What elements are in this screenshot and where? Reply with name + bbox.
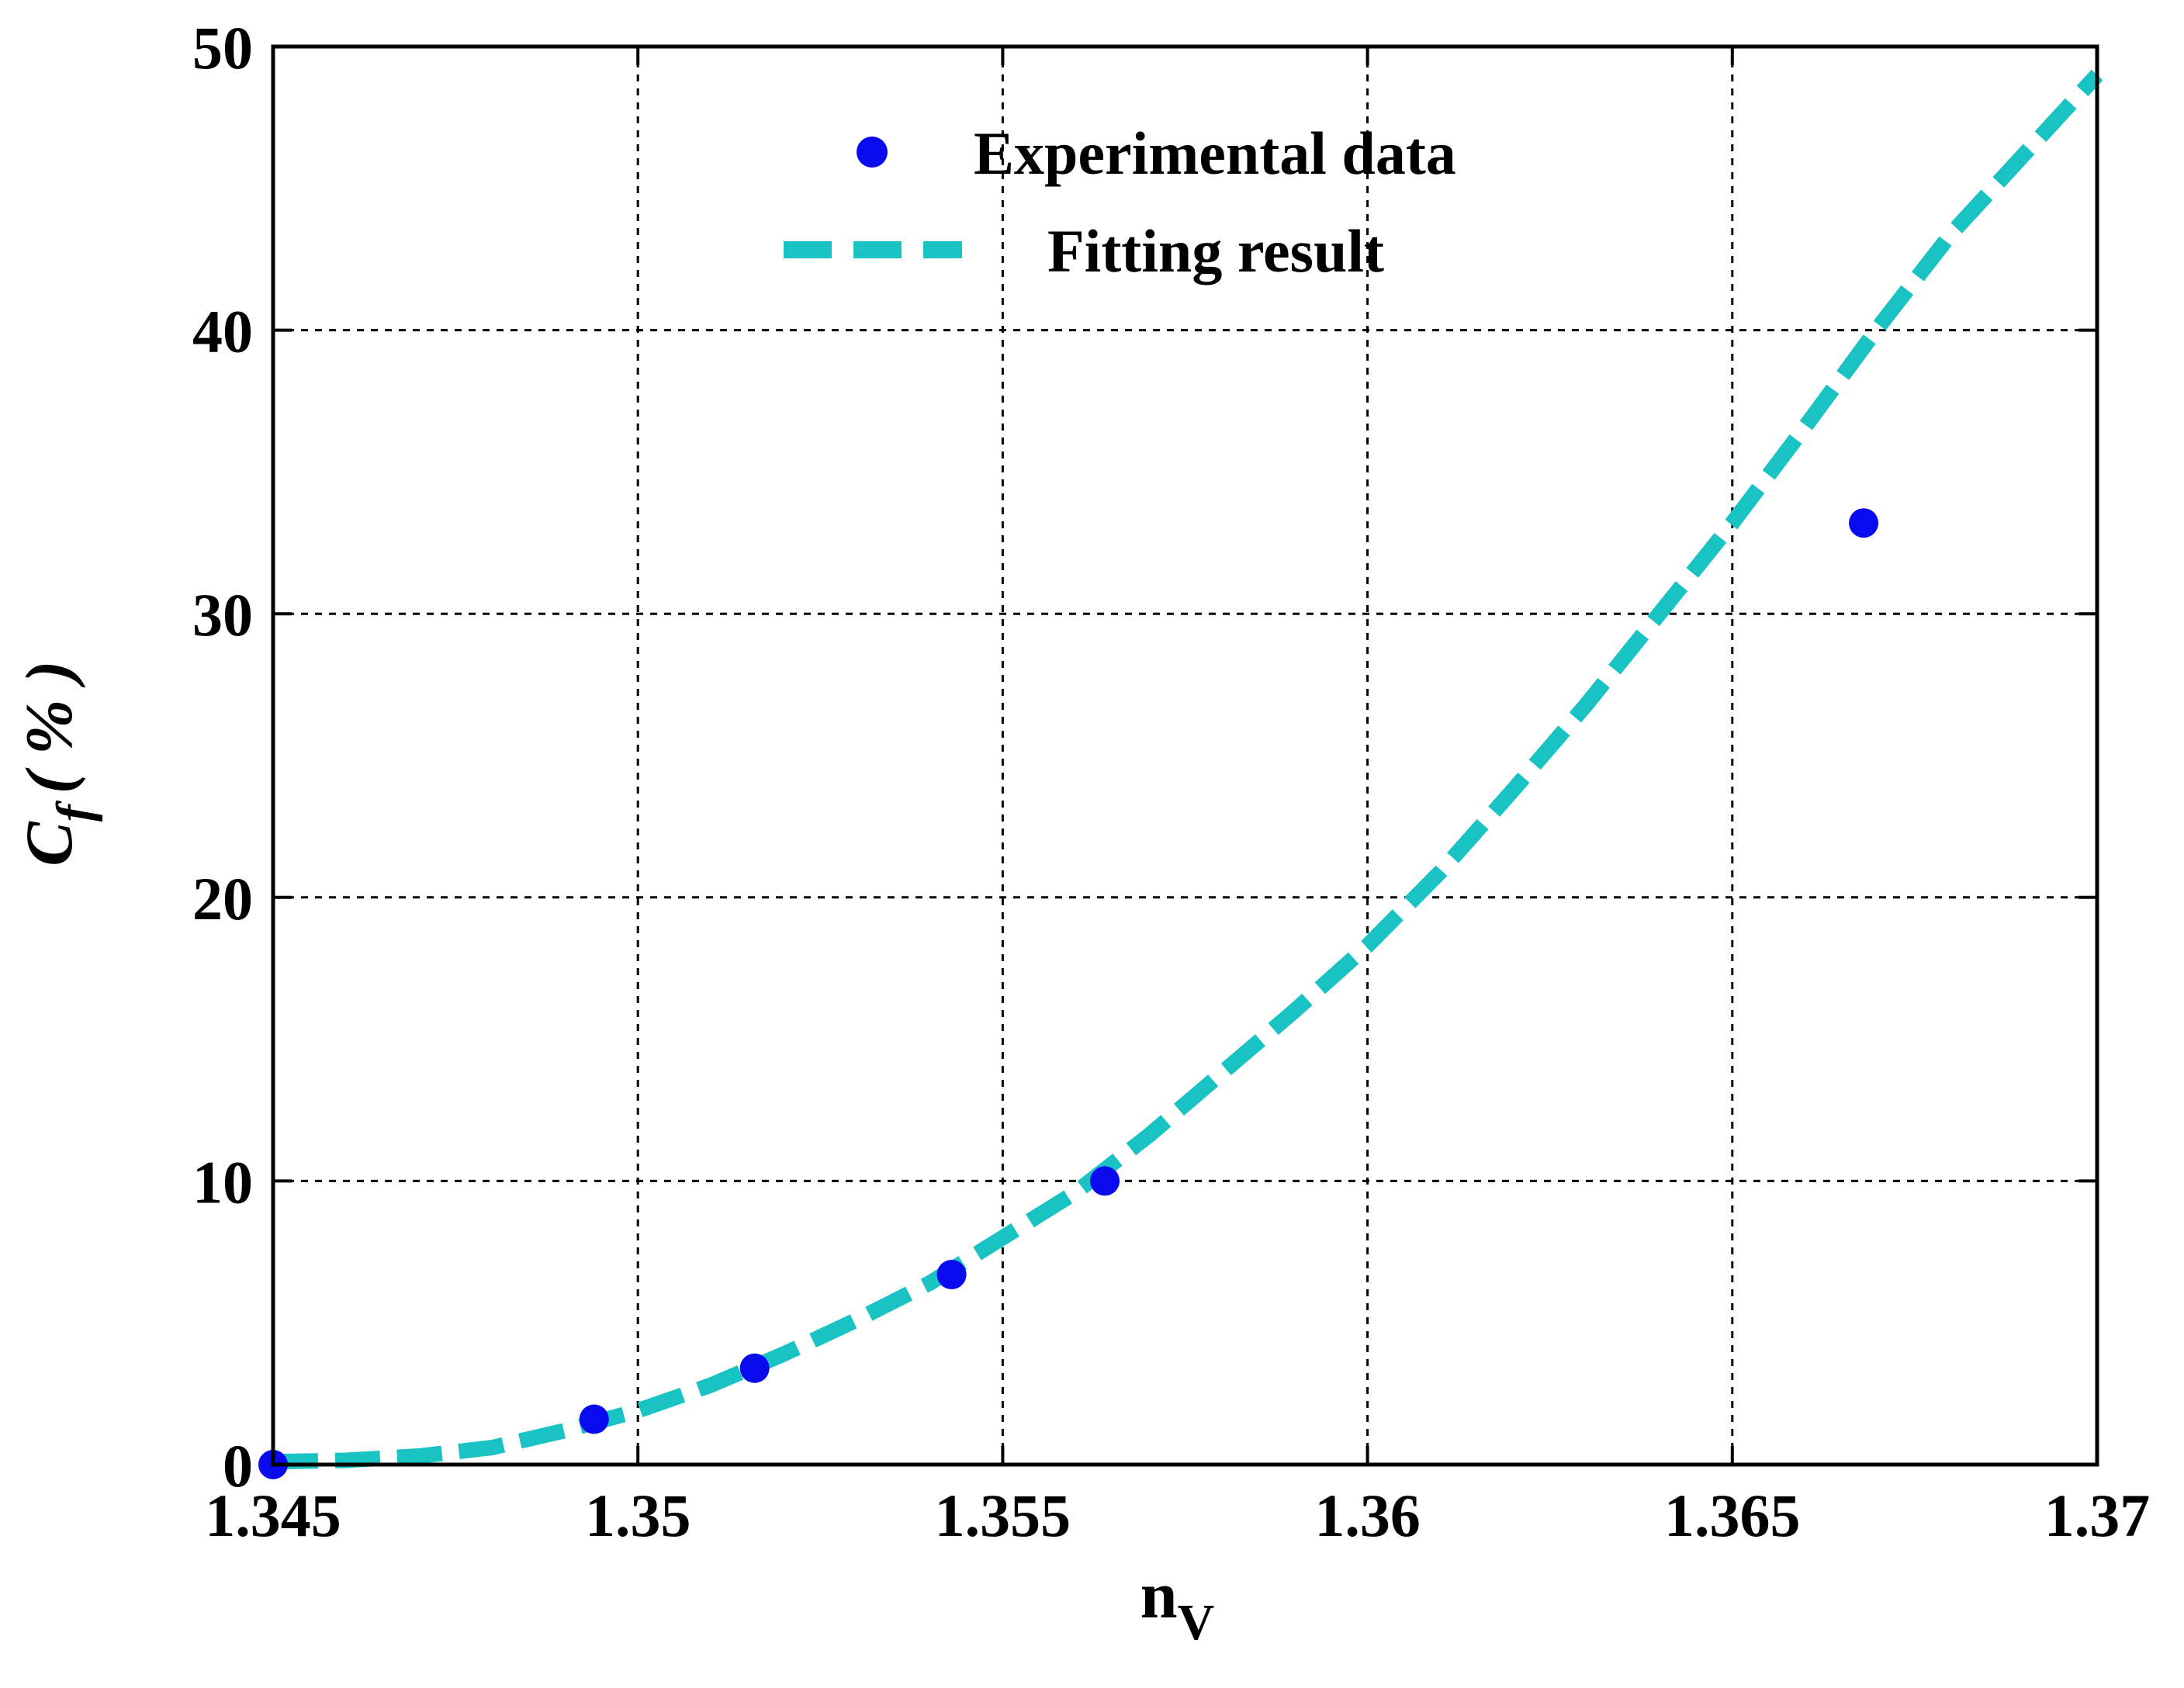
data-point [579,1404,609,1434]
x-tick-label: 1.365 [1664,1482,1801,1549]
y-axis-title-main: C [12,821,86,866]
x-tick-label: 1.37 [2044,1482,2151,1549]
x-axis-title-subscript: V [1178,1594,1215,1651]
data-point [1849,508,1879,538]
y-axis-title-unit: ( % ) [12,660,86,794]
y-tick-label: 0 [223,1432,253,1499]
fitting-curve [272,69,2103,1470]
legend-label-fitting: Fitting result [1047,217,1384,285]
x-tick-label: 1.345 [205,1482,341,1549]
legend-label-experimental: Experimental data [974,119,1456,187]
y-tick-label: 40 [192,298,253,365]
y-tick-label: 20 [192,865,253,932]
legend: Experimental data Fitting result [784,119,1456,285]
data-point [1090,1166,1120,1196]
x-axis-title-main: n [1140,1558,1178,1632]
y-axis-title: Cf( % ) [12,660,103,866]
data-point [936,1260,967,1290]
legend-marker-experimental [857,137,888,168]
fitting-series [272,69,2103,1470]
y-tick-label: 50 [192,14,253,81]
plot-frame [271,44,2099,1467]
axis-ticks: 1.345 1.35 1.355 1.36 1.365 1.37 0 10 20 30 40 50 [192,14,2150,1549]
x-axis-title: nV [1140,1558,1215,1651]
data-point [739,1353,770,1383]
x-tick-label: 1.35 [585,1482,691,1549]
y-tick-label: 10 [192,1148,253,1216]
x-tick-label: 1.355 [935,1482,1071,1549]
y-tick-label: 30 [192,581,253,649]
x-tick-label: 1.36 [1314,1482,1421,1549]
grid [273,47,2097,1465]
